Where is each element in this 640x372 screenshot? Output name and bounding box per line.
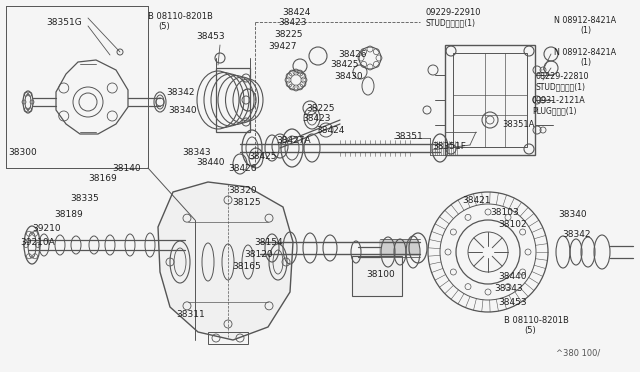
Text: STUDスタッド(1): STUDスタッド(1) [426,18,476,27]
Text: 38425: 38425 [330,60,358,69]
Text: (1): (1) [580,58,591,67]
Text: 38225: 38225 [306,104,335,113]
Text: 38103: 38103 [490,208,519,217]
Text: 39210: 39210 [32,224,61,233]
Text: 38427A: 38427A [276,136,310,145]
Text: 38453: 38453 [196,32,225,41]
Text: 38100: 38100 [366,270,395,279]
Text: B 08110-8201B: B 08110-8201B [504,316,569,325]
Text: 38423: 38423 [278,18,307,27]
Bar [216,68,250,132]
Text: 38343: 38343 [494,284,523,293]
Text: 38440: 38440 [498,272,527,281]
Text: 38125: 38125 [232,198,260,207]
Text: 08229-22810: 08229-22810 [536,72,589,81]
Text: 38165: 38165 [232,262,260,271]
Text: 38351F: 38351F [432,142,466,151]
Text: 38120: 38120 [244,250,273,259]
Text: 38225: 38225 [274,30,303,39]
Text: 38342: 38342 [166,88,195,97]
Text: 38342: 38342 [562,230,591,239]
Text: 38351G: 38351G [46,18,82,27]
Text: 38140: 38140 [112,164,141,173]
Text: 38335: 38335 [70,194,99,203]
Text: 38423: 38423 [302,114,330,123]
Text: 00931-2121A: 00931-2121A [532,96,586,105]
Text: (5): (5) [524,326,536,335]
Text: 38311: 38311 [176,310,205,319]
Text: 39427: 39427 [268,42,296,51]
Text: 38426: 38426 [338,50,367,59]
Polygon shape [158,182,293,340]
Text: B 08110-8201B: B 08110-8201B [148,12,213,21]
Bar [208,332,248,344]
Text: 38102: 38102 [498,220,527,229]
Text: 38430: 38430 [334,72,363,81]
Text: (5): (5) [158,22,170,31]
Text: 38343: 38343 [182,148,211,157]
Text: ^380 100/: ^380 100/ [556,349,600,358]
Text: 38340: 38340 [168,106,196,115]
Text: 38421: 38421 [462,196,490,205]
Text: (1): (1) [580,26,591,35]
Text: 38169: 38169 [88,174,116,183]
Text: 38453: 38453 [498,298,527,307]
Text: 38351: 38351 [394,132,423,141]
Bar [352,256,402,296]
Text: STUDスタッド(1): STUDスタッド(1) [536,82,586,91]
Text: 38351A: 38351A [502,120,534,129]
Bar [445,45,535,155]
Text: 38189: 38189 [54,210,83,219]
Text: N 08912-8421A: N 08912-8421A [554,16,616,25]
Bar [453,53,527,147]
Text: 09229-22910: 09229-22910 [426,8,481,17]
Text: N 08912-8421A: N 08912-8421A [554,48,616,57]
Text: 38440: 38440 [196,158,225,167]
Text: 38424: 38424 [316,126,344,135]
Text: PLUGプラグ(1): PLUGプラグ(1) [532,106,577,115]
Text: 38426: 38426 [228,164,257,173]
Text: 38320: 38320 [228,186,257,195]
Text: 38425: 38425 [248,152,276,161]
Text: 38154: 38154 [254,238,283,247]
Text: 39210A: 39210A [20,238,55,247]
Text: 38300: 38300 [8,148,36,157]
Text: 38424: 38424 [282,8,310,17]
Text: 38340: 38340 [558,210,587,219]
